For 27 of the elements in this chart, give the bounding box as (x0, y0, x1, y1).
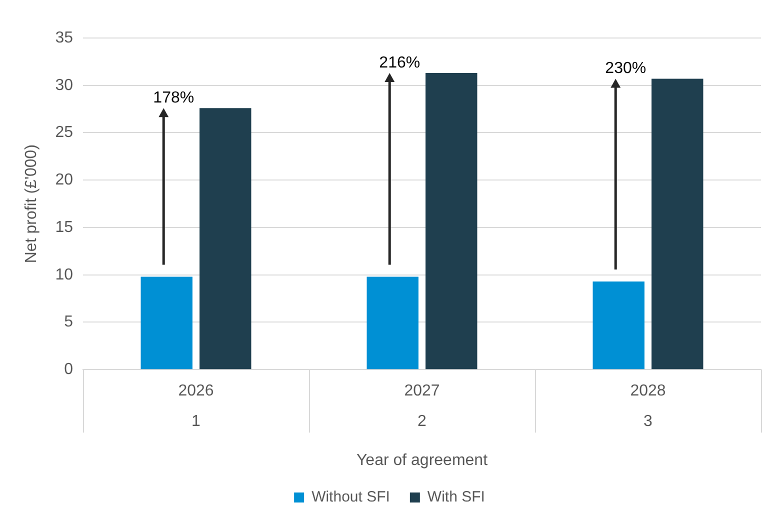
text: 1 (192, 413, 201, 430)
annotation: 230% (605, 60, 646, 78)
y-tick-label: 5 (64, 314, 74, 331)
y-tick-label: 10 (55, 266, 74, 284)
y-tick-label: 0 (64, 361, 74, 378)
x-tick-label: 2028 (630, 382, 666, 400)
annotation: 178% (153, 90, 194, 107)
bar (592, 281, 644, 370)
text: 3 (644, 413, 653, 430)
annotation: 216% (379, 54, 420, 72)
y-tick-label: 20 (55, 172, 74, 189)
bar (140, 276, 192, 370)
y-tick-label: 25 (55, 124, 74, 142)
y-tick-label: 35 (55, 29, 74, 46)
legend-label: With SFI (427, 488, 485, 506)
bar (366, 276, 418, 370)
legend-label: Without SFI (312, 488, 390, 506)
y-tick-label: 30 (55, 76, 74, 94)
x-tick-label: 2027 (404, 382, 440, 400)
x-axis-title: Year of agreement (356, 452, 488, 469)
y-axis-title: Net profit (£'000) (23, 144, 40, 264)
bar (200, 108, 252, 370)
text: 2 (418, 413, 427, 430)
x-tick-label: 2026 (178, 382, 214, 400)
bar (426, 73, 478, 370)
y-tick-label: 15 (55, 218, 74, 236)
bar (652, 78, 704, 370)
